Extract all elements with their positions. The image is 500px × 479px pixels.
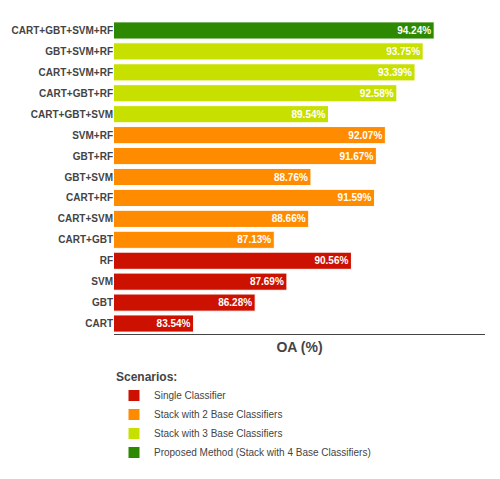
svg-text:RF: RF [100,255,113,266]
svg-text:CART+GBT+SVM+RF: CART+GBT+SVM+RF [12,25,113,36]
svg-text:Scenarios:: Scenarios: [116,370,177,384]
svg-text:Single Classifier: Single Classifier [154,390,226,401]
svg-text:CART+GBT: CART+GBT [58,234,113,245]
svg-text:Stack with 3 Base Classifiers: Stack with 3 Base Classifiers [154,428,282,439]
svg-text:87.69%: 87.69% [250,276,284,287]
svg-text:GBT+SVM: GBT+SVM [64,172,113,183]
svg-text:90.56%: 90.56% [314,255,348,266]
svg-text:SVM: SVM [91,276,113,287]
svg-text:CART+RF: CART+RF [66,192,113,203]
svg-text:CART+GBT+RF: CART+GBT+RF [39,88,113,99]
svg-text:93.75%: 93.75% [386,46,420,57]
svg-text:87.13%: 87.13% [237,234,271,245]
svg-text:92.07%: 92.07% [348,130,382,141]
svg-text:Stack with 2 Base Classifiers: Stack with 2 Base Classifiers [154,409,282,420]
svg-text:GBT: GBT [92,297,113,308]
svg-text:83.54%: 83.54% [157,318,191,329]
svg-text:CART+SVM: CART+SVM [58,213,113,224]
svg-text:91.67%: 91.67% [339,151,373,162]
svg-text:CART+GBT+SVM: CART+GBT+SVM [31,109,113,120]
svg-text:GBT+RF: GBT+RF [73,151,113,162]
svg-text:CART+SVM+RF: CART+SVM+RF [39,67,113,78]
svg-text:OA (%): OA (%) [276,339,322,355]
svg-text:GBT+SVM+RF: GBT+SVM+RF [45,46,113,57]
svg-text:92.58%: 92.58% [360,88,394,99]
svg-text:Proposed Method (Stack with 4: Proposed Method (Stack with 4 Base Class… [154,447,371,458]
svg-text:94.24%: 94.24% [397,25,431,36]
svg-text:SVM+RF: SVM+RF [72,130,113,141]
svg-text:93.39%: 93.39% [378,67,412,78]
svg-text:CART: CART [85,318,113,329]
svg-text:88.76%: 88.76% [274,172,308,183]
svg-text:86.28%: 86.28% [218,297,252,308]
svg-text:88.66%: 88.66% [272,213,306,224]
svg-text:89.54%: 89.54% [291,109,325,120]
svg-text:91.59%: 91.59% [338,192,372,203]
